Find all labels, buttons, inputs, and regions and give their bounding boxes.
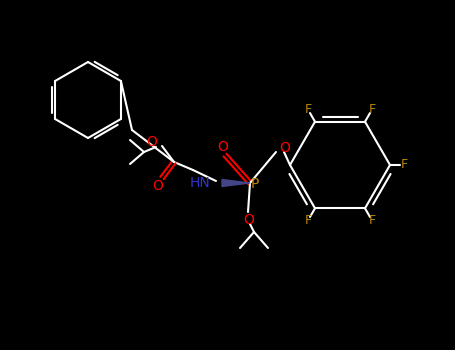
Text: F: F: [369, 103, 375, 116]
Text: HN: HN: [189, 176, 210, 190]
Text: P: P: [251, 177, 259, 191]
Text: F: F: [400, 159, 408, 172]
Text: O: O: [146, 135, 157, 149]
Text: O: O: [152, 179, 163, 193]
Text: F: F: [369, 214, 375, 227]
Text: O: O: [217, 140, 228, 154]
Text: F: F: [304, 103, 312, 116]
Text: F: F: [304, 214, 312, 227]
Text: O: O: [243, 213, 254, 227]
Text: O: O: [279, 141, 290, 155]
Polygon shape: [222, 180, 250, 187]
